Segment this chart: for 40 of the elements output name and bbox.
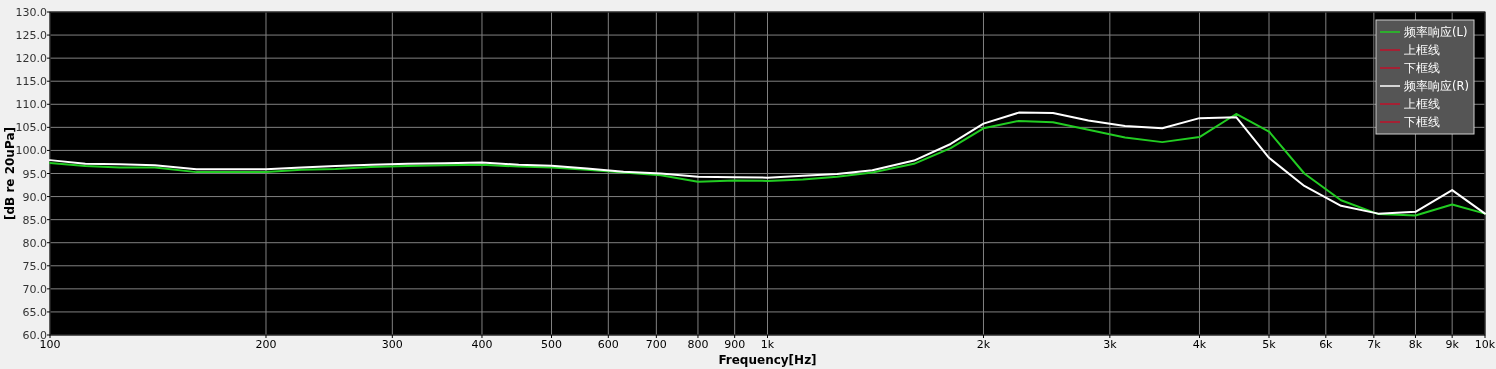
- x-tick-label: 9k: [1445, 338, 1460, 351]
- x-tick-label: 400: [471, 338, 493, 351]
- legend-label: 频率响应(R): [1404, 79, 1469, 93]
- x-tick-label: 700: [645, 338, 667, 351]
- x-tick-label: 900: [724, 338, 746, 351]
- x-tick-label: 7k: [1367, 338, 1382, 351]
- x-tick-label: 2k: [976, 338, 991, 351]
- y-tick-label: 105.0: [15, 121, 47, 135]
- legend-label: 下框线: [1404, 115, 1440, 129]
- legend-label: 频率响应(L): [1404, 25, 1468, 39]
- x-tick-label: 4k: [1192, 338, 1207, 351]
- x-tick-label: 1k: [760, 338, 775, 351]
- y-tick-label: 115.0: [15, 75, 47, 89]
- y-tick-label: 70.0: [22, 282, 47, 296]
- y-tick-label: 75.0: [22, 259, 47, 273]
- y-tick-label: 130.0: [15, 6, 47, 19]
- legend-label: 上框线: [1404, 43, 1440, 57]
- x-tick-label: 300: [381, 338, 403, 351]
- y-tick-label: 110.0: [15, 98, 47, 112]
- x-tick-label: 10k: [1474, 338, 1496, 351]
- y-tick-label: 90.0: [22, 190, 47, 204]
- x-tick-label: 800: [687, 338, 709, 351]
- y-tick-label: 100.0: [15, 144, 47, 158]
- x-tick-label: 5k: [1262, 338, 1277, 351]
- x-tick-label: 200: [255, 338, 277, 351]
- y-tick-label: 65.0: [22, 305, 47, 319]
- x-tick-label: 3k: [1103, 338, 1118, 351]
- y-axis-title: [dB re 20uPa]: [3, 127, 17, 220]
- y-tick-label: 80.0: [22, 236, 47, 250]
- legend-label: 下框线: [1404, 61, 1440, 75]
- y-tick-label: 125.0: [15, 29, 47, 43]
- x-tick-label: 500: [541, 338, 563, 351]
- y-tick-label: 120.0: [15, 52, 47, 66]
- x-axis-title: Frequency[Hz]: [718, 353, 817, 367]
- y-tick-label: 95.0: [22, 167, 47, 181]
- x-tick-label: 6k: [1319, 338, 1334, 351]
- x-tick-label: 600: [597, 338, 619, 351]
- x-tick-label: 8k: [1408, 338, 1423, 351]
- y-tick-label: 85.0: [22, 213, 47, 227]
- legend-label: 上框线: [1404, 97, 1440, 111]
